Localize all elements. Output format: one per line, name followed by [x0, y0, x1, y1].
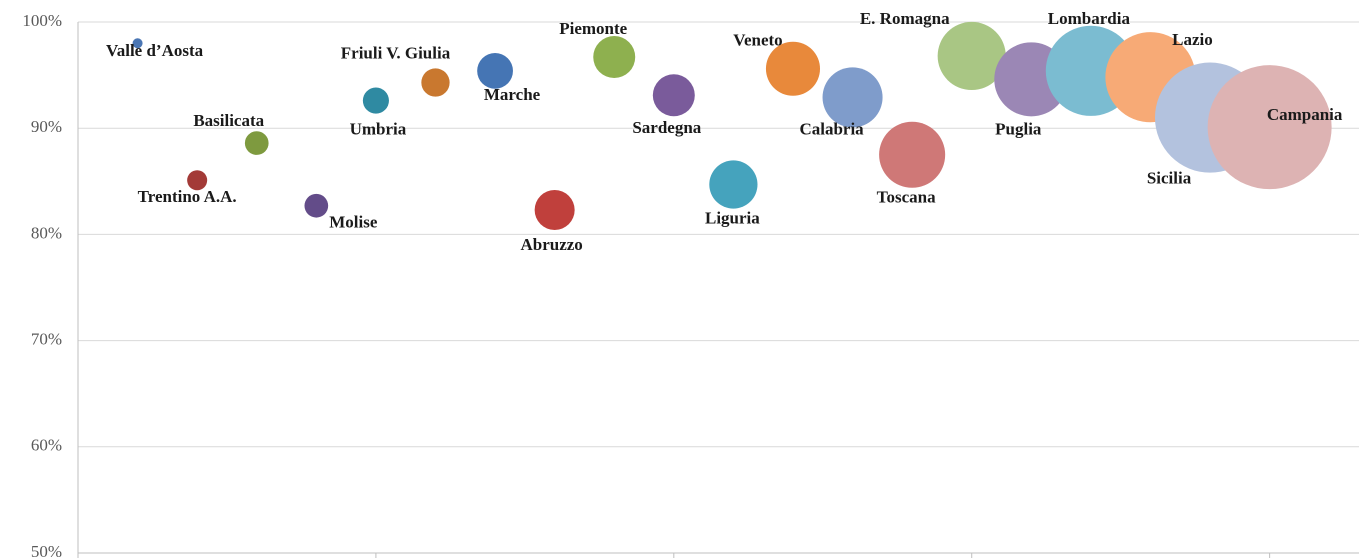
bubble [534, 189, 575, 230]
bubble-label: Basilicata [193, 111, 264, 130]
bubble-label: Veneto [733, 31, 782, 50]
bubble-label: Trentino A.A. [138, 187, 237, 206]
bubble [132, 38, 143, 49]
bubble-label: Liguria [705, 208, 760, 227]
y-tick-label: 50% [31, 542, 62, 558]
bubble-label: Piemonte [559, 19, 627, 38]
bubble [709, 160, 758, 209]
bubble-label: Valle d’Aosta [106, 41, 204, 60]
bubble-label: Abruzzo [520, 235, 582, 254]
bubble-label: Umbria [350, 119, 407, 138]
y-tick-label: 60% [31, 436, 62, 455]
bubble [1207, 65, 1332, 190]
y-tick-label: 90% [31, 117, 62, 136]
bubble [593, 36, 636, 79]
y-tick-label: 100% [22, 11, 62, 30]
bubble-label: Campania [1267, 105, 1343, 124]
y-tick-label: 80% [31, 223, 62, 242]
bubble-label: E. Romagna [860, 9, 950, 28]
bubble [421, 68, 450, 97]
y-tick-label: 70% [31, 330, 62, 349]
bubble [362, 87, 389, 114]
bubble-label: Lombardia [1048, 9, 1131, 28]
bubble [652, 74, 695, 117]
bubble [187, 170, 208, 191]
bubble-label: Friuli V. Giulia [341, 43, 451, 62]
bubble [304, 193, 329, 218]
bubble-label: Calabria [799, 119, 864, 138]
bubble-label: Molise [329, 213, 378, 232]
bubble-label: Sicilia [1147, 168, 1192, 187]
bubble-label: Sardegna [632, 118, 701, 137]
bubble-label: Toscana [877, 188, 936, 207]
bubble [244, 131, 269, 155]
bubble [477, 52, 513, 89]
bubble-label: Puglia [995, 119, 1042, 138]
bubble [765, 41, 821, 96]
bubble-label: Lazio [1172, 30, 1213, 49]
bubble [879, 121, 946, 188]
bubble [937, 21, 1006, 91]
bubble-label: Marche [484, 85, 541, 104]
bubble [822, 67, 883, 128]
